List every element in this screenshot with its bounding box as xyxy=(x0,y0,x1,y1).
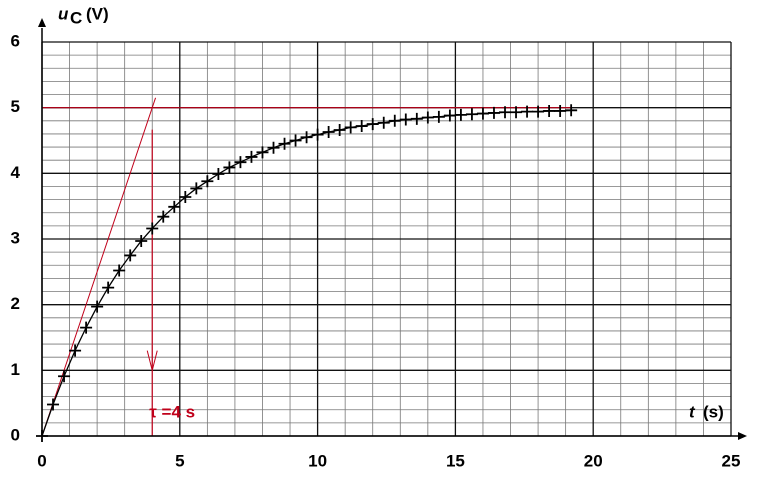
data-point xyxy=(311,128,324,141)
data-point xyxy=(245,150,258,163)
data-point xyxy=(212,167,225,180)
data-point xyxy=(443,109,456,122)
data-point xyxy=(432,110,445,123)
data-point xyxy=(267,141,280,154)
data-point xyxy=(135,234,148,247)
y-tick-label: 3 xyxy=(11,228,20,247)
data-point xyxy=(234,156,247,169)
data-point xyxy=(499,106,512,119)
data-point xyxy=(322,125,335,138)
data-point xyxy=(388,114,401,127)
data-point xyxy=(487,106,500,119)
data-point xyxy=(399,113,412,126)
data-point xyxy=(565,104,578,117)
y-tick-label: 2 xyxy=(11,294,20,313)
x-tick-label: 0 xyxy=(37,451,46,470)
data-point xyxy=(80,321,93,334)
data-point xyxy=(510,106,523,119)
x-tick-label: 10 xyxy=(308,451,327,470)
data-point xyxy=(366,118,379,131)
data xyxy=(36,104,578,442)
y-axis-label: u xyxy=(58,4,69,23)
data-point xyxy=(554,104,567,117)
data-point xyxy=(289,134,302,147)
y-tick-label: 4 xyxy=(11,163,21,182)
data-point xyxy=(157,210,170,223)
x-axis-arrow xyxy=(738,432,747,440)
data-point xyxy=(476,107,489,120)
data-point xyxy=(113,264,126,277)
data-point xyxy=(465,108,478,121)
data-point xyxy=(355,120,368,133)
y-axis-label-sub: C xyxy=(70,8,82,27)
data-point xyxy=(168,200,181,213)
data-point xyxy=(47,398,60,411)
data-point xyxy=(69,344,82,357)
data-point xyxy=(532,105,545,118)
data-point xyxy=(201,175,214,188)
x-tick-label: 25 xyxy=(722,451,741,470)
data-line xyxy=(41,109,572,437)
y-tick-label: 6 xyxy=(11,31,20,50)
x-tick-label: 20 xyxy=(584,451,603,470)
data-point xyxy=(421,111,434,124)
grid xyxy=(41,41,732,437)
data-point xyxy=(521,105,534,118)
data-point xyxy=(410,112,423,125)
data-point xyxy=(377,116,390,129)
data-point xyxy=(124,249,137,262)
y-axis-unit: (V) xyxy=(86,4,109,23)
data-point xyxy=(333,123,346,136)
tau-label: τ =4 s xyxy=(149,402,195,421)
data-point xyxy=(543,104,556,117)
data-point xyxy=(344,121,357,134)
tangent-line xyxy=(41,97,157,437)
y-tick-label: 5 xyxy=(11,97,20,116)
x-axis-unit: (s) xyxy=(703,402,724,421)
y-tick-label: 1 xyxy=(11,360,20,379)
data-point xyxy=(278,137,291,150)
data-point xyxy=(190,182,203,195)
data-point xyxy=(300,131,313,144)
data-point xyxy=(179,190,192,203)
x-axis-label: t xyxy=(689,402,696,421)
y-axis-arrow xyxy=(38,18,46,27)
data-point xyxy=(91,300,104,313)
data-point xyxy=(256,146,269,159)
x-tick-label: 5 xyxy=(175,451,184,470)
x-tick-label: 15 xyxy=(446,451,465,470)
data-point xyxy=(102,281,115,294)
data-point xyxy=(454,108,467,121)
data-point xyxy=(146,222,159,235)
tau-arrow xyxy=(146,350,158,371)
y-tick-label: 0 xyxy=(11,425,20,444)
data-point xyxy=(223,161,236,174)
data-point xyxy=(58,370,71,383)
